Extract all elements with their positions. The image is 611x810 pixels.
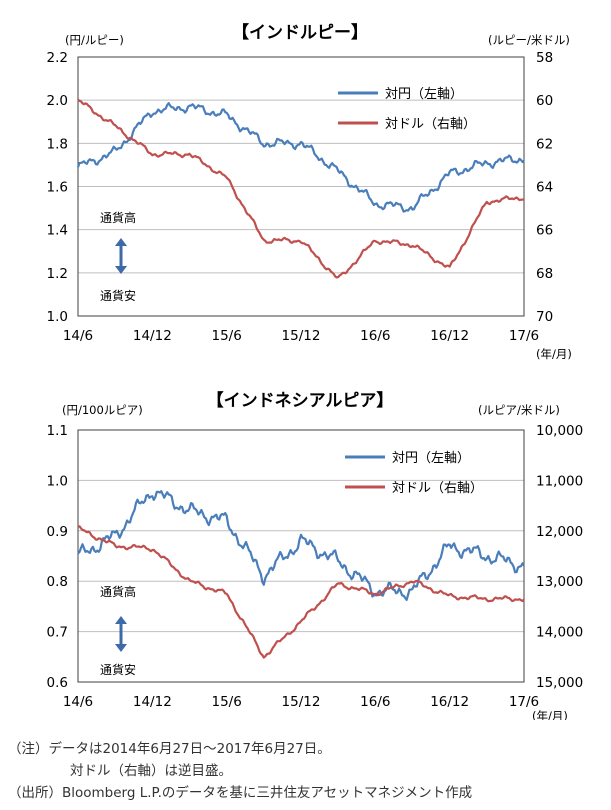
right-tick-label: 13,000	[536, 574, 583, 590]
x-tick-label: 15/6	[212, 694, 242, 710]
right-axis-unit: (ルピア/米ドル)	[478, 403, 560, 417]
left-tick-label: 1.8	[47, 136, 68, 152]
arrow-head-up	[115, 238, 127, 246]
left-tick-label: 1.2	[47, 266, 68, 282]
chart-title: 【インドネシアルピア】	[207, 390, 394, 411]
series-line-yen	[77, 490, 525, 601]
x-tick-label: 17/6	[509, 328, 539, 344]
left-axis: 1.1 1.0 0.9 0.8 0.7 0.6	[47, 423, 68, 691]
arrow-head-down	[115, 644, 127, 652]
x-tick-label: 16/12	[430, 328, 469, 344]
left-axis-unit: (円/100ルピア)	[62, 403, 143, 417]
arrow-head-down	[115, 266, 127, 274]
left-tick-label: 2.2	[47, 50, 68, 66]
x-tick-label: 15/12	[282, 328, 321, 344]
currency-weak-label: 通貨安	[100, 288, 136, 303]
double-arrow-icon	[115, 616, 127, 652]
left-tick-label: 2.0	[47, 93, 68, 109]
x-axis: 14/6 14/12 15/6 15/12 16/6 16/12 17/6	[63, 694, 539, 710]
left-tick-label: 1.0	[47, 309, 68, 325]
right-tick-label: 10,000	[536, 423, 583, 439]
x-tick-label: 16/6	[360, 328, 390, 344]
left-tick-label: 0.6	[47, 675, 68, 691]
idr-chart: 【インドネシアルピア】 (円/100ルピア) (ルピア/米ドル) 1.1 1.0…	[0, 390, 611, 723]
left-tick-label: 1.4	[47, 223, 68, 239]
left-tick-label: 1.6	[47, 180, 68, 196]
right-tick-label: 58	[536, 50, 553, 66]
series-line-yen	[76, 102, 525, 213]
x-axis: 14/6 14/12 15/6 15/12 16/6 16/12 17/6	[63, 328, 539, 344]
left-axis: 2.2 2.0 1.8 1.6 1.4 1.2 1.0	[47, 50, 68, 325]
arrow-head-up	[115, 616, 127, 624]
source-line: （出所）Bloomberg L.P.のデータを基に三井住友アセットマネジメント作…	[8, 785, 473, 801]
inr-chart-svg: 【インドルピー】 (円/ルピー) (ルピー/米ドル) 2.2 2.0 1.8 1…	[47, 22, 572, 361]
right-tick-label: 68	[536, 266, 553, 282]
right-tick-label: 60	[536, 93, 553, 109]
right-tick-label: 14,000	[536, 625, 583, 641]
legend-label-usd: 対ドル（右軸）	[385, 117, 476, 132]
inr-chart: 【インドルピー】 (円/ルピー) (ルピー/米ドル) 2.2 2.0 1.8 1…	[0, 0, 611, 370]
right-tick-label: 66	[536, 223, 553, 239]
right-tick-label: 70	[536, 309, 553, 325]
series-lines	[76, 98, 525, 279]
series-lines	[77, 490, 525, 659]
right-tick-label: 12,000	[536, 524, 583, 540]
legend-label-usd: 対ドル（右軸）	[392, 481, 483, 496]
currency-strong-label: 通貨高	[100, 584, 136, 599]
currency-strong-label: 通貨高	[100, 210, 136, 225]
footnotes: （注）データは2014年6月27日～2017年6月27日。 対ドル（右軸）は逆目…	[8, 738, 472, 804]
legend-label-yen: 対円（左軸）	[392, 451, 470, 466]
currency-weak-label: 通貨安	[100, 662, 136, 677]
note-line: 対ドル（右軸）は逆目盛。	[70, 763, 232, 779]
right-axis: 10,000 11,000 12,000 13,000 14,000 15,00…	[536, 423, 583, 691]
x-tick-label: 16/6	[360, 694, 390, 710]
x-tick-label: 14/12	[133, 328, 172, 344]
right-tick-label: 11,000	[536, 473, 583, 489]
plot-frame	[77, 56, 525, 317]
x-tick-label: 14/6	[63, 694, 93, 710]
grid-lines	[78, 99, 524, 274]
legend-label-yen: 対円（左軸）	[385, 87, 463, 102]
x-tick-label: 15/12	[282, 694, 321, 710]
x-tick-label: 15/6	[212, 328, 242, 344]
plot-frame	[77, 429, 525, 683]
double-arrow-icon	[115, 238, 127, 274]
chart-title: 【インドルピー】	[232, 22, 368, 43]
x-axis-unit: (年/月)	[536, 347, 572, 361]
idr-chart-svg: 【インドネシアルピア】 (円/100ルピア) (ルピア/米ドル) 1.1 1.0…	[47, 390, 584, 723]
x-tick-label: 14/6	[63, 328, 93, 344]
x-axis-unit: (年/月)	[532, 709, 568, 720]
right-tick-label: 64	[536, 180, 553, 196]
left-tick-label: 1.0	[47, 473, 68, 489]
left-axis-unit: (円/ルピー)	[65, 33, 124, 47]
right-tick-label: 62	[536, 136, 553, 152]
x-tick-label: 14/12	[133, 694, 172, 710]
series-line-usd	[77, 525, 525, 659]
note-line: （注）データは2014年6月27日～2017年6月27日。	[8, 741, 331, 757]
x-tick-label: 17/6	[509, 694, 539, 710]
right-tick-label: 15,000	[536, 675, 583, 691]
left-tick-label: 1.1	[47, 423, 68, 439]
right-axis: 58 60 62 64 66 68 70	[536, 50, 553, 325]
grid-lines	[78, 479, 524, 633]
left-tick-label: 0.8	[47, 574, 68, 590]
x-tick-label: 16/12	[430, 694, 469, 710]
left-tick-label: 0.9	[47, 524, 68, 540]
left-tick-label: 0.7	[47, 625, 68, 641]
right-axis-unit: (ルピー/米ドル)	[488, 33, 570, 47]
series-line-usd	[77, 98, 525, 279]
